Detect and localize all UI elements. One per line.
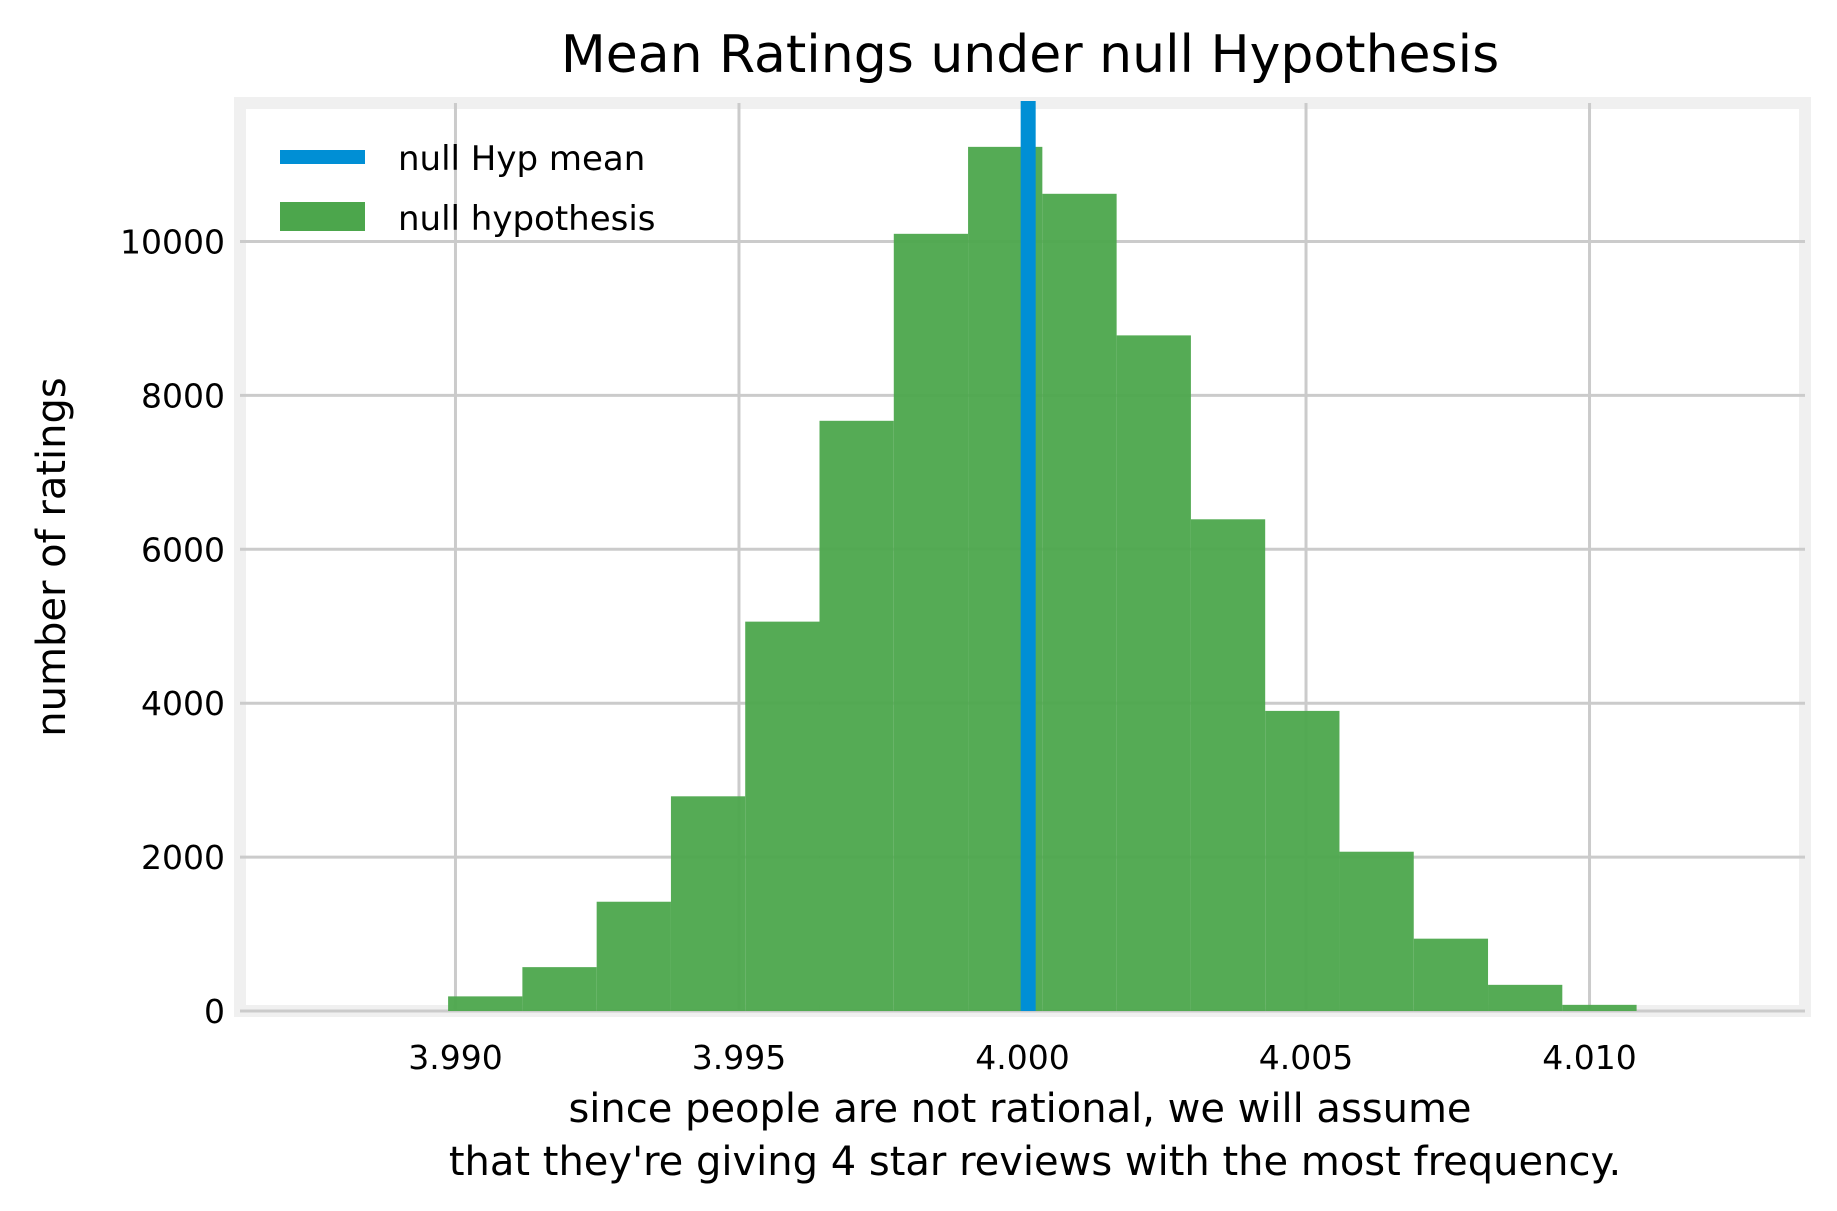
x-tick-label-4: 4.010 xyxy=(1542,1038,1636,1077)
histogram-bar-12 xyxy=(1339,851,1414,1011)
histogram-bar-11 xyxy=(1265,710,1340,1011)
histogram-bar-13 xyxy=(1413,938,1489,1011)
histogram-bar-10 xyxy=(1190,519,1266,1011)
histogram-bar-4 xyxy=(745,621,820,1011)
legend-swatch-mean xyxy=(280,150,365,164)
histogram-bar-0 xyxy=(448,996,523,1011)
x-tick-label-2: 4.000 xyxy=(975,1038,1069,1077)
x-tick-label-1: 3.995 xyxy=(692,1038,786,1077)
legend-label-mean: null Hyp mean xyxy=(398,139,645,179)
histogram-bar-1 xyxy=(522,967,597,1011)
chart-title: Mean Ratings under null Hypothesis xyxy=(561,25,1499,85)
histogram-bar-9 xyxy=(1116,335,1191,1011)
histogram-bar-6 xyxy=(893,233,969,1012)
x-axis-label-line-2: that they're giving 4 star reviews with … xyxy=(449,1139,1621,1185)
x-tick-label-0: 3.990 xyxy=(408,1038,502,1077)
histogram-bar-15 xyxy=(1562,1004,1637,1011)
y-tick-labels: 0 2000 4000 6000 8000 10000 xyxy=(120,223,225,1031)
y-tick-label-2: 4000 xyxy=(141,684,225,723)
histogram-bar-5 xyxy=(819,420,894,1011)
x-axis-label-line-1: since people are not rational, we will a… xyxy=(568,1086,1471,1132)
y-axis-label: number of ratings xyxy=(29,377,75,736)
x-tick-label-3: 4.005 xyxy=(1259,1038,1353,1077)
y-tick-label-3: 6000 xyxy=(141,530,225,569)
x-tick-labels: 3.990 3.995 4.000 4.005 4.010 xyxy=(408,1038,1637,1077)
y-tick-label-0: 0 xyxy=(204,992,225,1031)
legend-swatch-null xyxy=(280,202,365,231)
histogram-bar-2 xyxy=(596,901,671,1011)
y-tick-label-1: 2000 xyxy=(141,838,225,877)
histogram-bar-3 xyxy=(670,796,746,1011)
y-tick-label-4: 8000 xyxy=(141,376,225,415)
legend-label-null: null hypothesis xyxy=(398,199,656,239)
histogram-bar-14 xyxy=(1488,984,1563,1011)
y-tick-label-5: 10000 xyxy=(120,223,225,262)
legend: null Hyp mean null hypothesis xyxy=(280,139,656,239)
histogram-bar-8 xyxy=(1042,193,1117,1012)
